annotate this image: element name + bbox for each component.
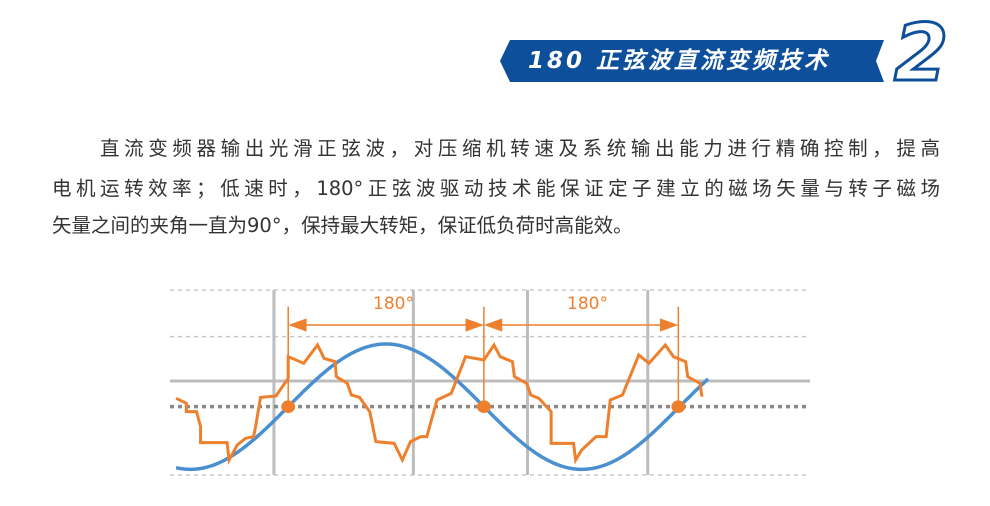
paragraph-line-2: 电机运转效率；低速时，180°正弦波驱动技术能保证定子建立的磁场矢量与转子磁场: [52, 177, 940, 200]
angle-label-2: 180°: [567, 294, 608, 314]
section-number: 2: [894, 10, 948, 90]
phase-point: [476, 400, 491, 413]
angle-label-1: 180°: [373, 294, 414, 314]
sine-wave-diagram: [170, 280, 810, 480]
sine-wave-curve: [176, 344, 708, 469]
stepped-wave-curve: [176, 345, 702, 460]
phase-point: [281, 400, 296, 413]
paragraph-line-1: 直流变频器输出光滑正弦波，对压缩机转速及系统输出能力进行精确控制，提高: [100, 137, 940, 160]
paragraph-line-3: 矢量之间的夹角一直为90°，保持最大转矩，保证低负荷时高能效。: [52, 214, 633, 237]
arrowhead-right: [465, 318, 484, 332]
title-banner: [500, 40, 884, 82]
section-title: 180 正弦波直流变频技术: [528, 48, 831, 74]
arrowhead-left: [483, 318, 503, 332]
arrowhead-right: [659, 318, 679, 332]
arrowhead-left: [288, 318, 307, 332]
phase-point: [671, 400, 686, 413]
section-number-badge: 2: [893, 10, 950, 90]
